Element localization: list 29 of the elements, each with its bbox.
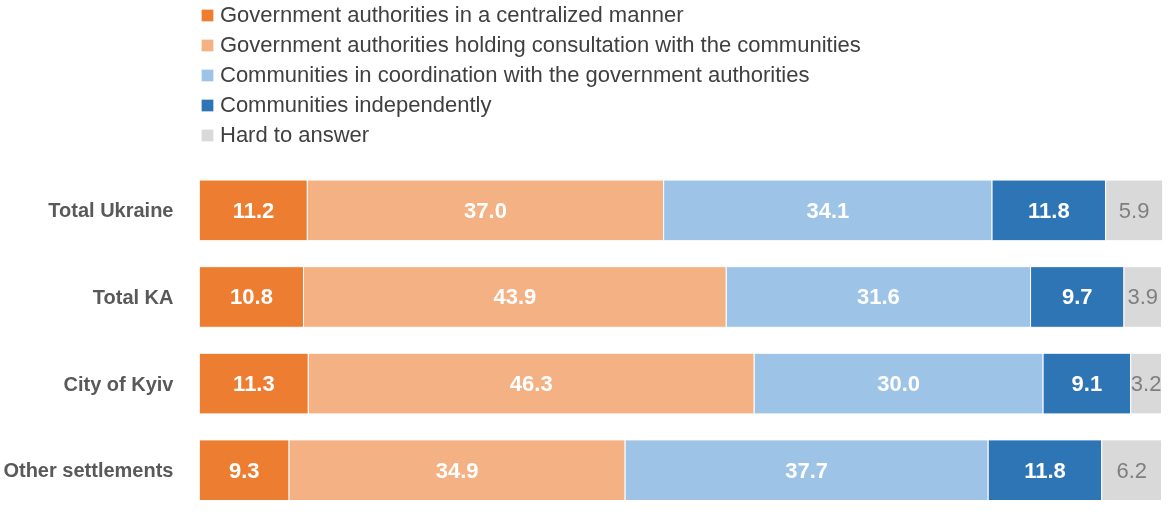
data-label: 46.3	[509, 371, 553, 397]
data-label: 9.7	[1061, 284, 1093, 310]
legend-label: Government authorities in a centralized manner	[220, 2, 684, 28]
y-tick-label: City of Kyiv	[63, 372, 175, 395]
y-tick-label: Other settlements	[3, 459, 174, 482]
data-label: 31.6	[857, 284, 900, 310]
data-label: 11.3	[233, 371, 275, 397]
data-label: 30.0	[877, 371, 921, 397]
data-label: 10.8	[230, 284, 273, 310]
data-label: 3.9	[1127, 284, 1159, 310]
legend-label: Hard to answer	[220, 122, 370, 148]
legend-label: Communities independently	[220, 92, 492, 118]
data-label: 37.0	[464, 197, 507, 223]
data-label: 3.2	[1130, 371, 1162, 397]
y-tick-label: Total KA	[92, 285, 174, 308]
y-tick-label: Total Ukraine	[48, 199, 174, 222]
data-label: 34.9	[435, 457, 479, 483]
data-label: 9.3	[228, 457, 260, 483]
data-label: 11.2	[232, 197, 275, 223]
data-label: 5.9	[1118, 197, 1150, 223]
legend-label: Communities in coordination with the government authorities	[220, 62, 810, 88]
data-label: 11.8	[1028, 197, 1070, 223]
data-label: 6.2	[1116, 457, 1147, 483]
legend-label: Government authorities holding consultation with the communities	[220, 32, 861, 58]
data-label: 11.8	[1024, 457, 1066, 483]
data-label: 43.9	[493, 284, 537, 310]
data-label: 34.1	[806, 197, 850, 223]
data-label: 37.7	[785, 457, 829, 483]
data-label: 9.1	[1071, 371, 1103, 397]
